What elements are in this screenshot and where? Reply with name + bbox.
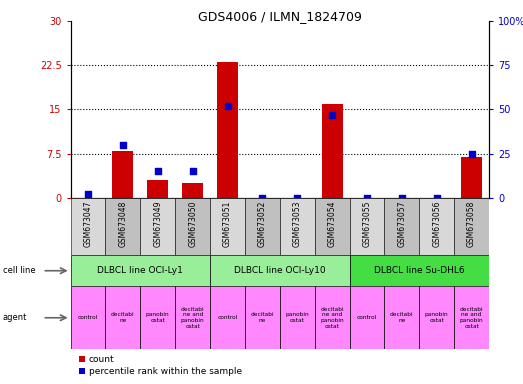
Bar [147,180,168,198]
Point [363,195,371,201]
Text: GSM673052: GSM673052 [258,200,267,247]
Text: decitabi
ne: decitabi ne [251,312,274,323]
Point [397,195,406,201]
Text: GSM673055: GSM673055 [362,200,371,247]
Text: panobin
ostat: panobin ostat [146,312,169,323]
Point [468,151,476,157]
Bar [322,104,343,198]
Bar [71,286,106,349]
Text: GSM673056: GSM673056 [432,200,441,247]
Text: panobin
ostat: panobin ostat [286,312,309,323]
Bar [175,198,210,255]
Point [328,112,336,118]
Bar [461,157,482,198]
Point [433,195,441,201]
Text: GSM673053: GSM673053 [293,200,302,247]
Bar [210,286,245,349]
Text: control: control [357,315,377,320]
Text: DLBCL line OCI-Ly10: DLBCL line OCI-Ly10 [234,266,326,275]
Bar [349,255,489,286]
Text: GSM673048: GSM673048 [118,200,128,247]
Bar [182,183,203,198]
Bar [245,286,280,349]
Bar [280,198,315,255]
Text: DLBCL line OCI-Ly1: DLBCL line OCI-Ly1 [97,266,183,275]
Bar [454,198,489,255]
Text: control: control [78,315,98,320]
Point [188,168,197,174]
Text: decitabi
ne and
panobin
ostat: decitabi ne and panobin ostat [460,306,483,329]
Text: agent: agent [3,313,27,322]
Text: GSM673058: GSM673058 [467,200,476,247]
Bar [315,198,349,255]
Text: control: control [218,315,237,320]
Text: GDS4006 / ILMN_1824709: GDS4006 / ILMN_1824709 [198,10,362,23]
Bar [71,198,106,255]
Bar [106,286,140,349]
Bar [280,286,315,349]
Point [84,191,92,197]
Bar [210,198,245,255]
Text: GSM673051: GSM673051 [223,200,232,247]
Bar [349,286,384,349]
Bar [140,286,175,349]
Legend: count, percentile rank within the sample: count, percentile rank within the sample [75,352,245,379]
Text: GSM673047: GSM673047 [84,200,93,247]
Bar [112,151,133,198]
Text: decitabi
ne: decitabi ne [111,312,135,323]
Bar [71,255,210,286]
Text: GSM673050: GSM673050 [188,200,197,247]
Point [258,195,267,201]
Bar [106,198,140,255]
Bar [419,198,454,255]
Bar [419,286,454,349]
Point [293,195,301,201]
Bar [210,255,349,286]
Bar [384,286,419,349]
Text: GSM673054: GSM673054 [327,200,337,247]
Bar [217,62,238,198]
Bar [140,198,175,255]
Text: decitabi
ne and
panobin
ostat: decitabi ne and panobin ostat [320,306,344,329]
Text: decitabi
ne and
panobin
ostat: decitabi ne and panobin ostat [181,306,204,329]
Bar [384,198,419,255]
Text: GSM673057: GSM673057 [397,200,406,247]
Text: decitabi
ne: decitabi ne [390,312,414,323]
Point [154,168,162,174]
Bar [349,198,384,255]
Bar [454,286,489,349]
Bar [175,286,210,349]
Text: DLBCL line Su-DHL6: DLBCL line Su-DHL6 [374,266,464,275]
Point [119,142,127,148]
Text: cell line: cell line [3,266,35,275]
Text: GSM673049: GSM673049 [153,200,162,247]
Bar [245,198,280,255]
Text: panobin
ostat: panobin ostat [425,312,449,323]
Bar [315,286,349,349]
Point [223,103,232,109]
